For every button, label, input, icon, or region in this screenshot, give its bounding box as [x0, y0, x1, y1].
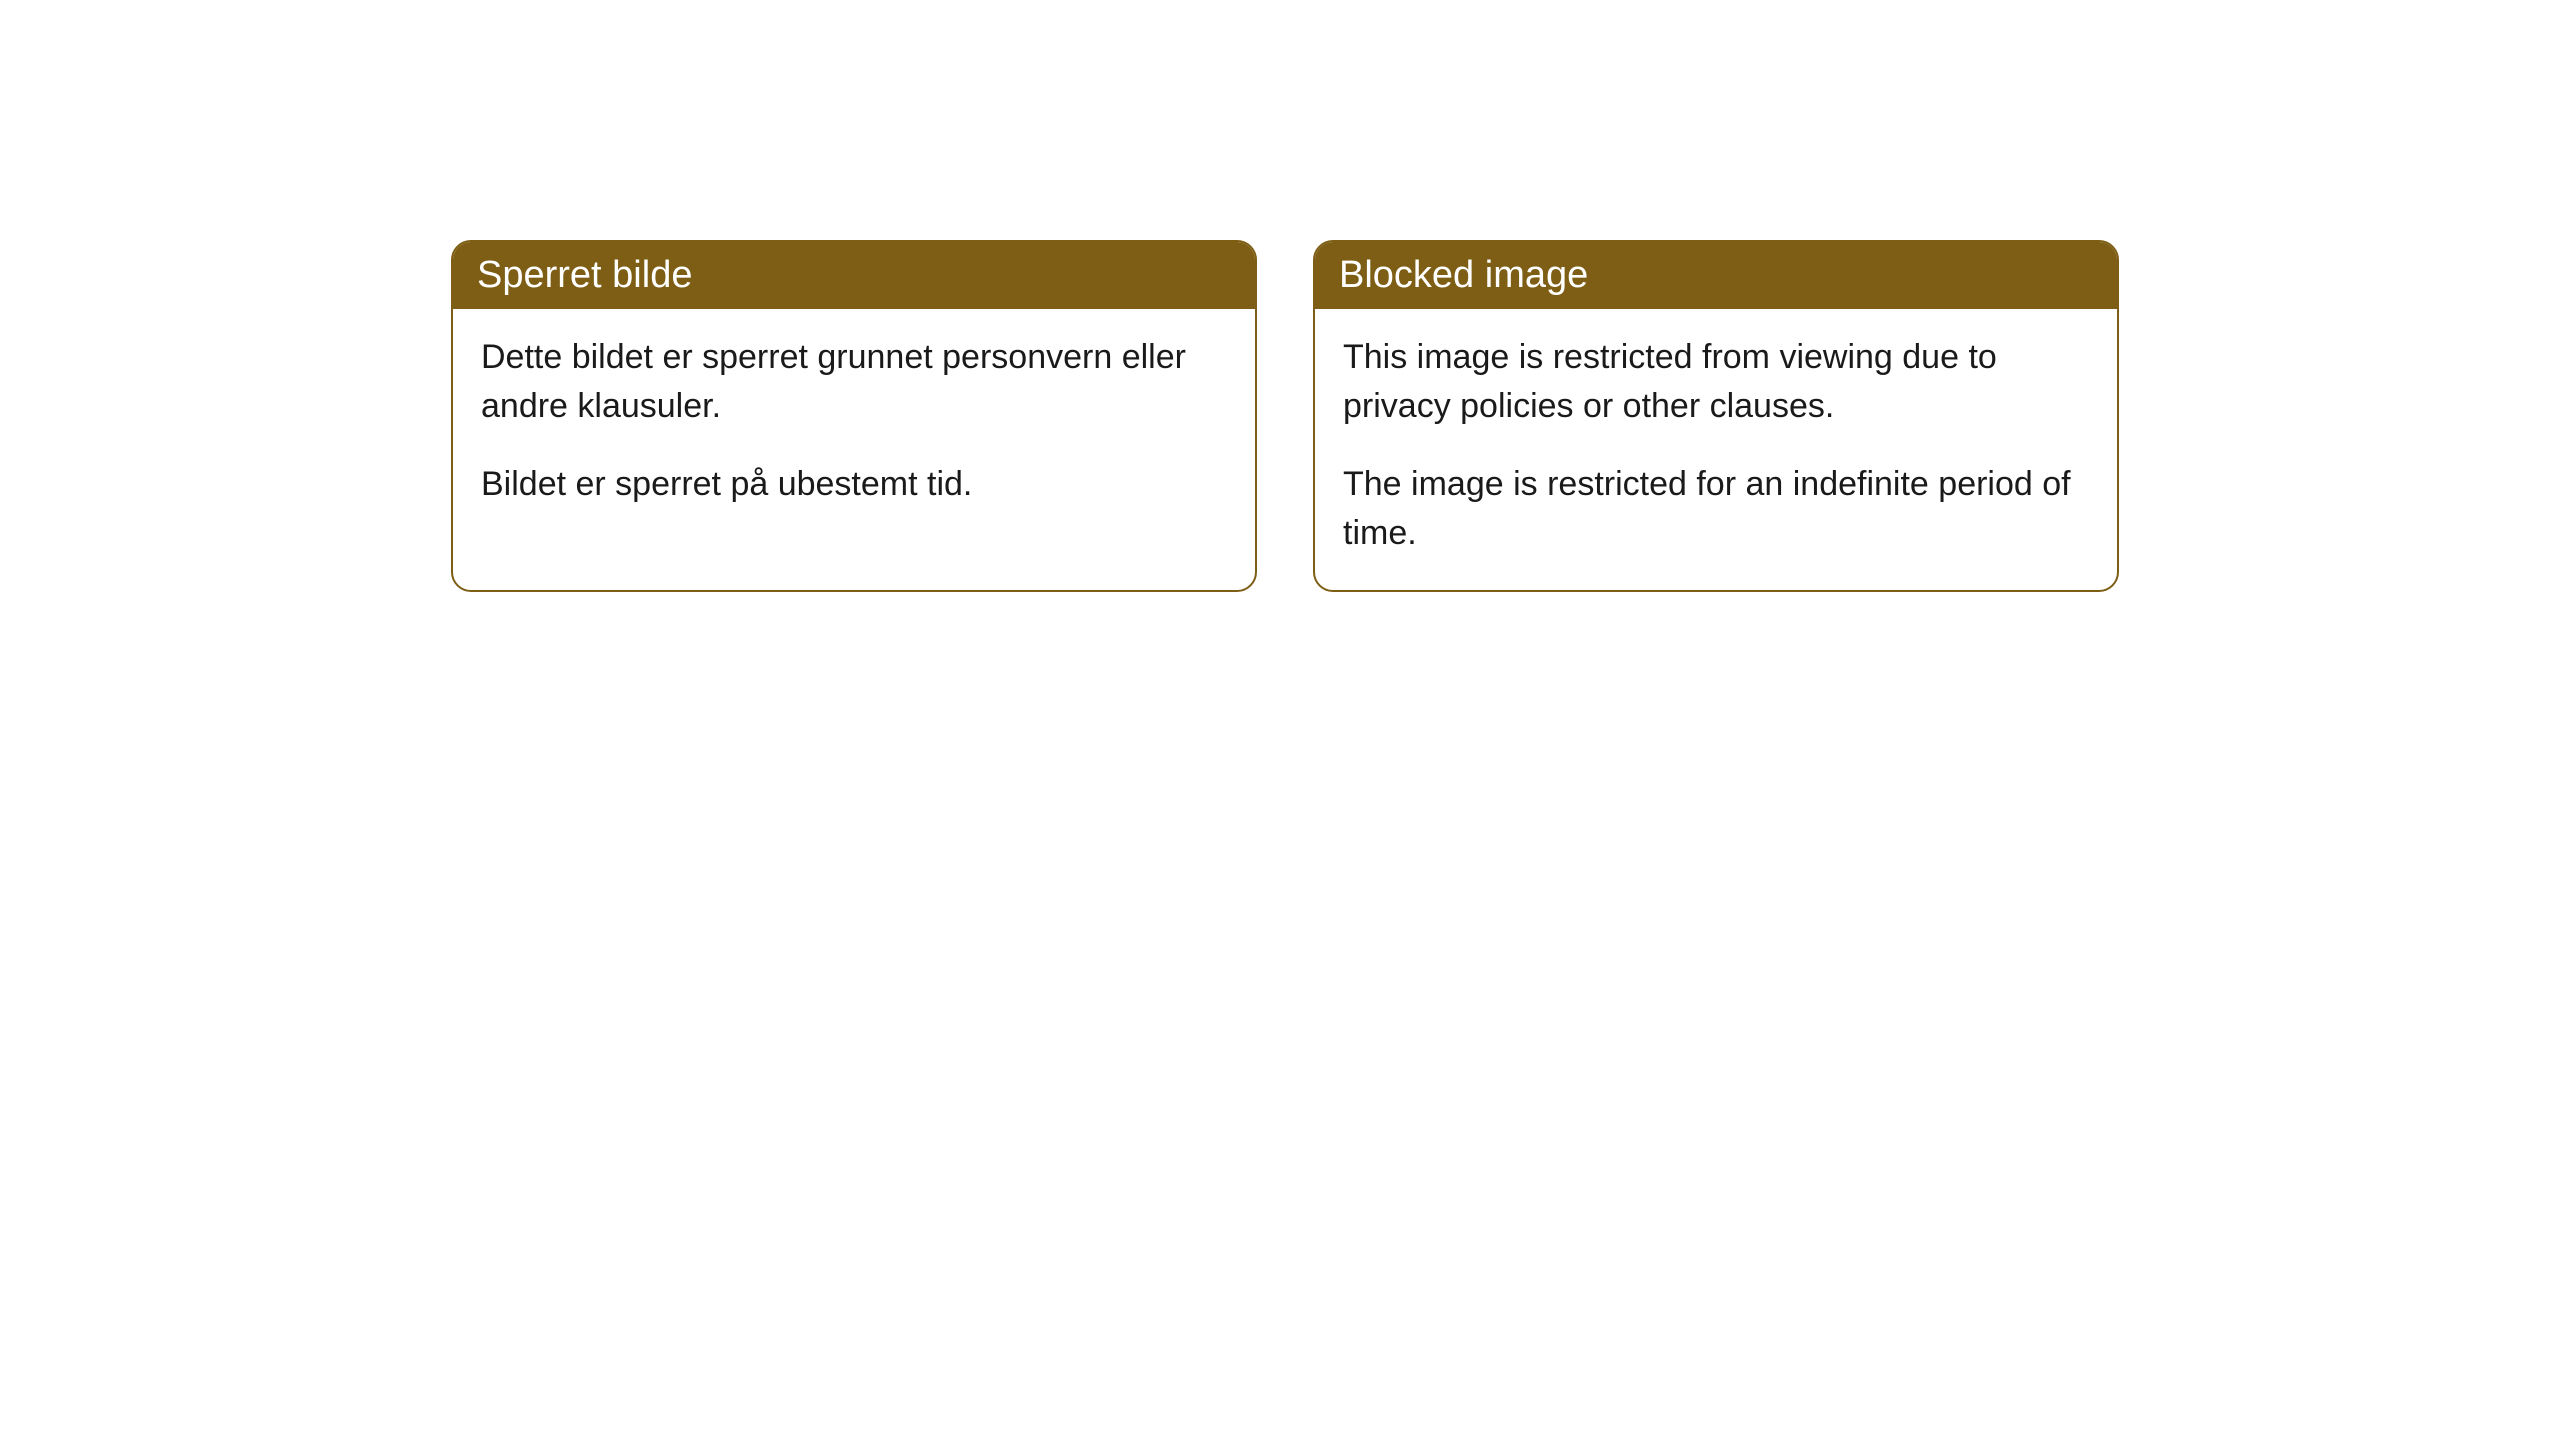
- card-paragraph: Bildet er sperret på ubestemt tid.: [481, 460, 1227, 509]
- card-body-english: This image is restricted from viewing du…: [1315, 309, 2117, 590]
- card-header-english: Blocked image: [1315, 242, 2117, 309]
- card-paragraph: The image is restricted for an indefinit…: [1343, 460, 2089, 559]
- card-body-norwegian: Dette bildet er sperret grunnet personve…: [453, 309, 1255, 541]
- card-paragraph: This image is restricted from viewing du…: [1343, 333, 2089, 432]
- card-title: Sperret bilde: [477, 254, 692, 296]
- card-header-norwegian: Sperret bilde: [453, 242, 1255, 309]
- card-title: Blocked image: [1339, 254, 1588, 296]
- card-paragraph: Dette bildet er sperret grunnet personve…: [481, 333, 1227, 432]
- notice-cards-container: Sperret bilde Dette bildet er sperret gr…: [451, 240, 2119, 592]
- notice-card-norwegian: Sperret bilde Dette bildet er sperret gr…: [451, 240, 1257, 592]
- notice-card-english: Blocked image This image is restricted f…: [1313, 240, 2119, 592]
